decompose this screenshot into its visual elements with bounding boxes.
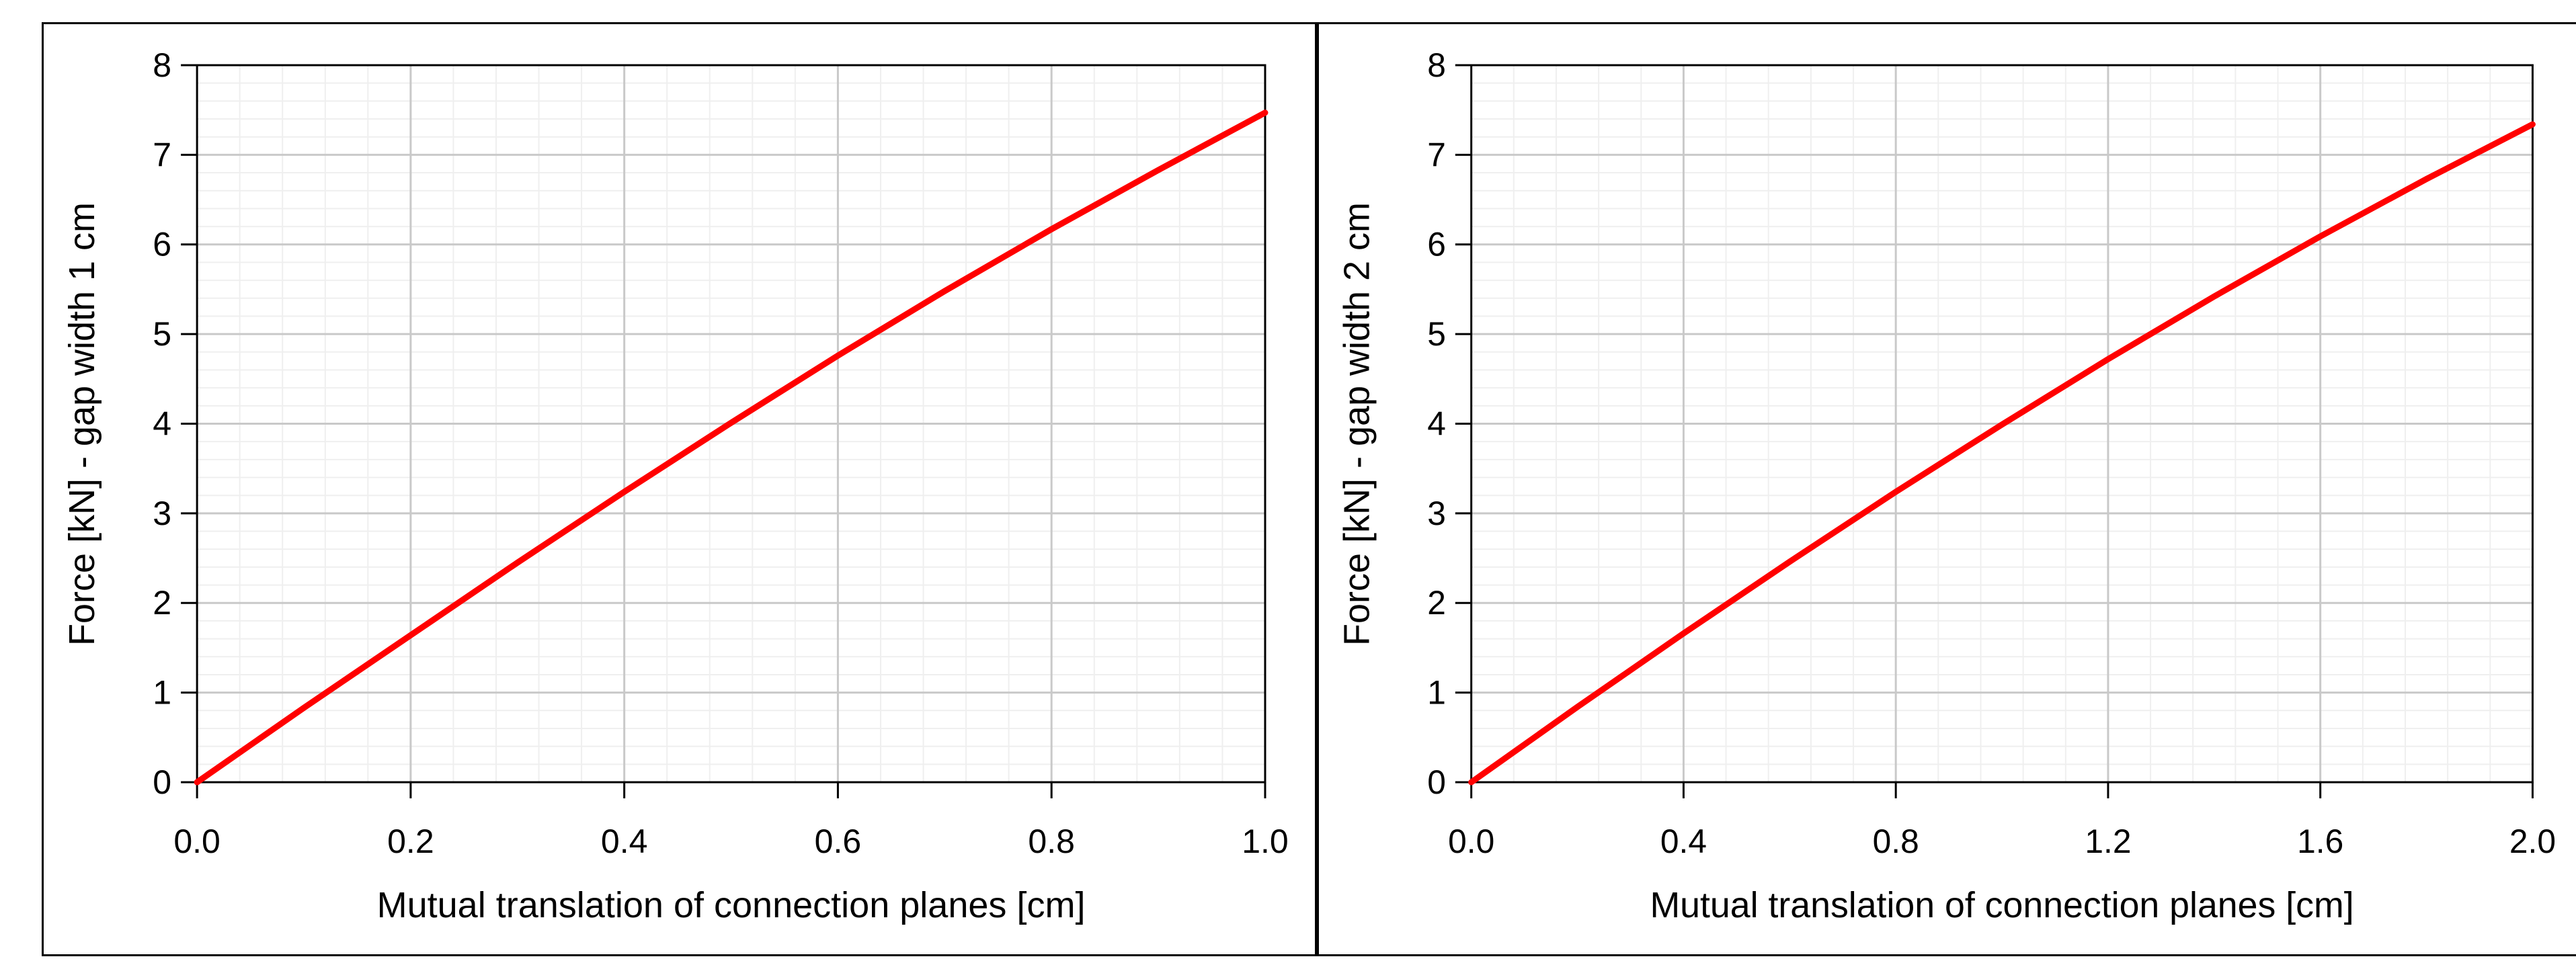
tick-labels: 0.0 0.4 0.8 1.2 1.6 2.0 0 1 2 3 4 5 6 7 8	[1427, 46, 2556, 860]
y-tick-label: 8	[153, 46, 171, 84]
x-tick-label: 0.8	[1873, 823, 1919, 860]
y-tick-label: 6	[153, 226, 171, 263]
y-tick-label: 3	[153, 495, 171, 532]
x-axis-title: Mutual translation of connection planes …	[1650, 885, 2353, 925]
tick-labels: 0.0 0.2 0.4 0.6 0.8 1.0 0 1 2 3 4 5 6 7 8	[153, 46, 1288, 860]
y-tick-label: 0	[1427, 763, 1446, 801]
x-tick-label: 0.6	[815, 823, 862, 860]
x-tick-label: 0.8	[1028, 823, 1075, 860]
y-tick-label: 3	[1427, 495, 1446, 532]
y-tick-label: 6	[1427, 226, 1446, 263]
force-chart-gap-1cm: 0.0 0.2 0.4 0.6 0.8 1.0 0 1 2 3 4 5 6 7 8 Mutual trans…	[62, 46, 1289, 925]
force-chart-gap-2cm: 0.0 0.4 0.8 1.2 1.6 2.0 0 1 2 3 4 5 6 7 8 Mutual trans…	[1337, 46, 2556, 925]
x-tick-label: 0.0	[1448, 823, 1494, 860]
x-tick-label: 0.2	[387, 823, 434, 860]
x-tick-label: 0.0	[173, 823, 220, 860]
chart-panel-gap-1cm: 0.0 0.2 0.4 0.6 0.8 1.0 0 1 2 3 4 5 6 7 8 Mutual trans…	[42, 22, 1317, 956]
x-tick-label: 1.2	[2085, 823, 2131, 860]
x-tick-label: 1.6	[2297, 823, 2343, 860]
plot-frame	[1470, 64, 2534, 784]
tick-marks	[181, 64, 1266, 798]
y-tick-label: 1	[1427, 673, 1446, 711]
x-tick-label: 1.0	[1242, 823, 1289, 860]
chart-panel-gap-2cm: 0.0 0.4 0.8 1.2 1.6 2.0 0 1 2 3 4 5 6 7 8 Mutual trans…	[1317, 22, 2576, 956]
x-tick-label: 2.0	[2509, 823, 2556, 860]
y-axis-title: Force [kN] - gap width 2 cm	[1337, 202, 1377, 646]
y-tick-label: 2	[1427, 584, 1446, 622]
plot-layer: 0.0 0.2 0.4 0.6 0.8 1.0 0 1 2 3 4 5 6 7 8	[153, 46, 1288, 860]
y-tick-label: 8	[1427, 46, 1446, 84]
x-tick-label: 0.4	[601, 823, 648, 860]
y-tick-label: 1	[153, 674, 171, 712]
y-tick-label: 7	[1427, 136, 1446, 173]
y-tick-label: 0	[153, 763, 171, 801]
y-tick-label: 5	[1427, 315, 1446, 353]
y-tick-label: 2	[153, 584, 171, 622]
major-gridlines	[197, 65, 1265, 782]
x-tick-label: 0.4	[1660, 823, 1707, 860]
series-line-force-vs-translation-gap-1cm	[194, 110, 1269, 786]
y-tick-label: 4	[153, 405, 171, 443]
tick-marks	[1455, 64, 2534, 798]
y-axis-title: Force [kN] - gap width 1 cm	[62, 202, 102, 646]
x-axis-title: Mutual translation of connection planes …	[377, 885, 1086, 925]
plot-layer: 0.0 0.4 0.8 1.2 1.6 2.0 0 1 2 3 4 5 6 7 8	[1427, 46, 2556, 860]
y-tick-label: 7	[153, 136, 171, 173]
y-tick-label: 4	[1427, 405, 1446, 442]
series-line-force-vs-translation-gap-2cm	[1468, 121, 2536, 786]
y-tick-label: 5	[153, 315, 171, 353]
